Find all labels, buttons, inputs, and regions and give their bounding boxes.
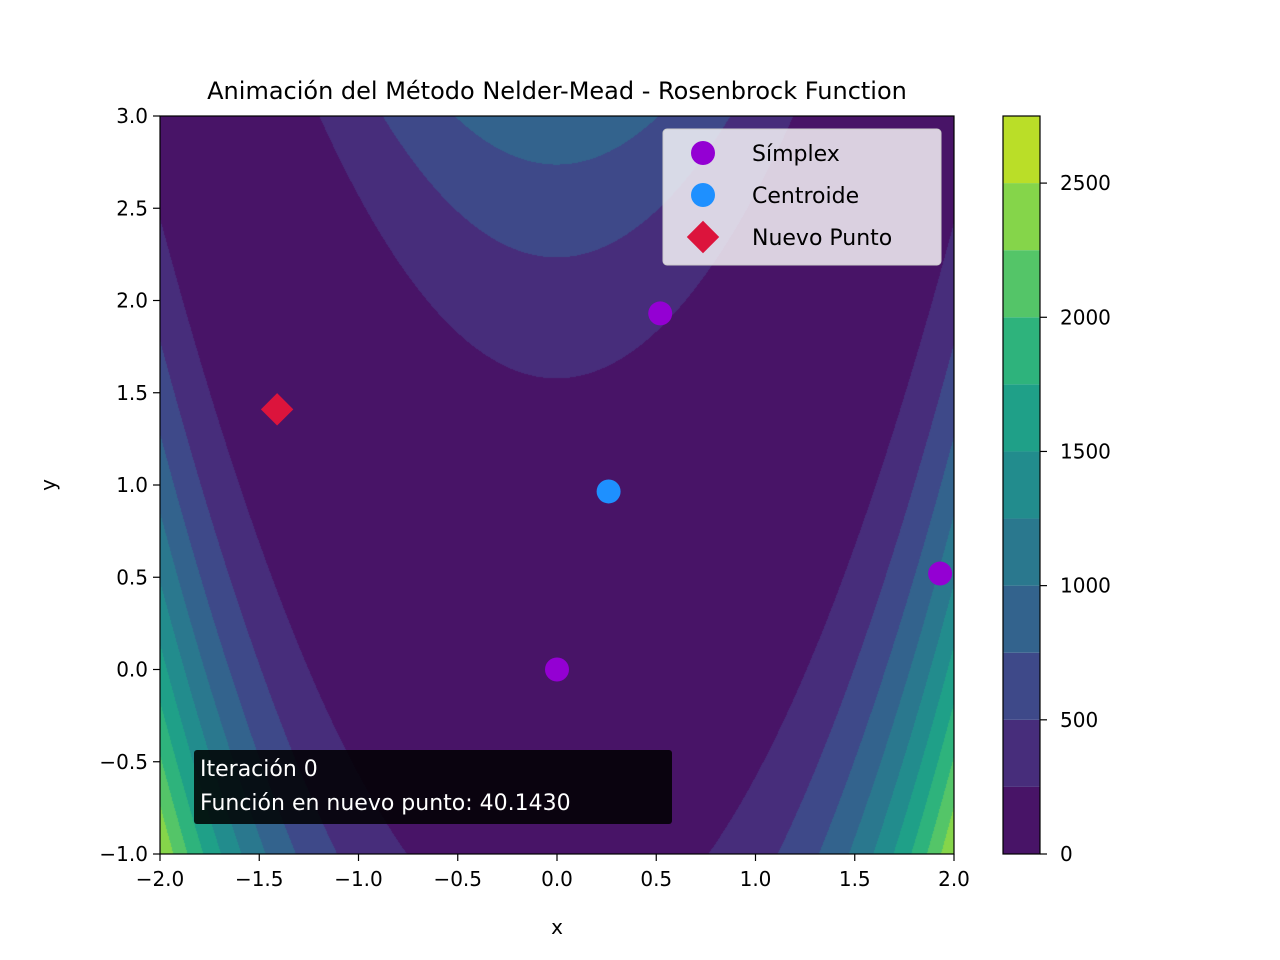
legend-marker-simplex — [691, 141, 715, 165]
y-tick-label: 0.5 — [116, 565, 148, 589]
colorbar-tick-label: 2500 — [1060, 171, 1111, 195]
y-tick-label: −0.5 — [99, 750, 148, 774]
colorbar-tick-label: 2000 — [1060, 305, 1111, 329]
colorbar-tick-label: 0 — [1060, 842, 1073, 866]
colorbar-band — [1003, 116, 1040, 184]
legend-marker-centroide — [691, 183, 715, 207]
y-tick-label: 3.0 — [116, 104, 148, 128]
y-tick-label: 2.5 — [116, 196, 148, 220]
colorbar-band — [1003, 250, 1040, 318]
colorbar-band — [1003, 384, 1040, 452]
colorbar: 0 500 1000 1500 2000 2500 — [1002, 115, 1111, 866]
x-tick-label: 1.5 — [839, 867, 871, 891]
annotation-box — [194, 750, 672, 824]
x-axis-label: x — [551, 915, 563, 939]
iteration-annotation: Iteración 0 Función en nuevo punto: 40.1… — [194, 750, 672, 824]
y-tick-label: 2.0 — [116, 289, 148, 313]
x-tick-label: 0.0 — [541, 867, 573, 891]
centroide-point — [596, 479, 621, 504]
colorbar-band — [1003, 585, 1040, 653]
annotation-line-value: Función en nuevo punto: 40.1430 — [200, 791, 571, 816]
markers — [260, 301, 953, 682]
x-tick-label: 1.0 — [740, 867, 772, 891]
y-tick-label: −1.0 — [99, 842, 148, 866]
colorbar-band — [1003, 451, 1040, 519]
simplex-point — [545, 657, 569, 682]
annotation-line-iteration: Iteración 0 — [200, 757, 318, 782]
colorbar-band — [1003, 183, 1040, 251]
colorbar-tick-label: 1500 — [1060, 439, 1111, 463]
y-axis: −1.0 −0.5 0.0 0.5 1.0 1.5 2.0 2.5 3.0 — [99, 104, 160, 866]
x-tick-label: 2.0 — [938, 867, 970, 891]
colorbar-band — [1003, 719, 1040, 787]
legend-marker-nuevo-punto — [686, 220, 720, 254]
colorbar-band — [1003, 317, 1040, 385]
y-axis-label: y — [36, 479, 60, 491]
simplex-point — [928, 561, 953, 586]
nuevo-punto-point — [260, 393, 294, 426]
x-tick-label: −2.0 — [136, 867, 185, 891]
y-tick-label: 1.0 — [116, 473, 148, 497]
x-tick-label: −1.0 — [334, 867, 383, 891]
colorbar-band — [1003, 518, 1040, 586]
y-tick-label: 0.0 — [116, 658, 148, 682]
legend-label-simplex: Símplex — [752, 142, 840, 167]
y-tick-label: 1.5 — [116, 381, 148, 405]
colorbar-tick-label: 500 — [1060, 708, 1098, 732]
x-axis: −2.0 −1.5 −1.0 −0.5 0.0 0.5 1.0 1.5 2.0 — [136, 854, 970, 891]
colorbar-band — [1003, 652, 1040, 720]
legend: Símplex Centroide Nuevo Punto — [662, 128, 942, 266]
colorbar-band — [1003, 786, 1040, 854]
x-tick-label: −1.5 — [235, 867, 284, 891]
legend-label-centroide: Centroide — [752, 184, 859, 209]
colorbar-tick-label: 1000 — [1060, 574, 1111, 598]
legend-label-nuevo-punto: Nuevo Punto — [752, 226, 892, 251]
simplex-point — [648, 301, 673, 326]
x-tick-label: −0.5 — [433, 867, 482, 891]
legend-box — [662, 128, 942, 266]
colorbar-frame — [1002, 115, 1041, 855]
chart-title: Animación del Método Nelder-Mead - Rosen… — [207, 77, 907, 105]
x-tick-label: 0.5 — [640, 867, 672, 891]
